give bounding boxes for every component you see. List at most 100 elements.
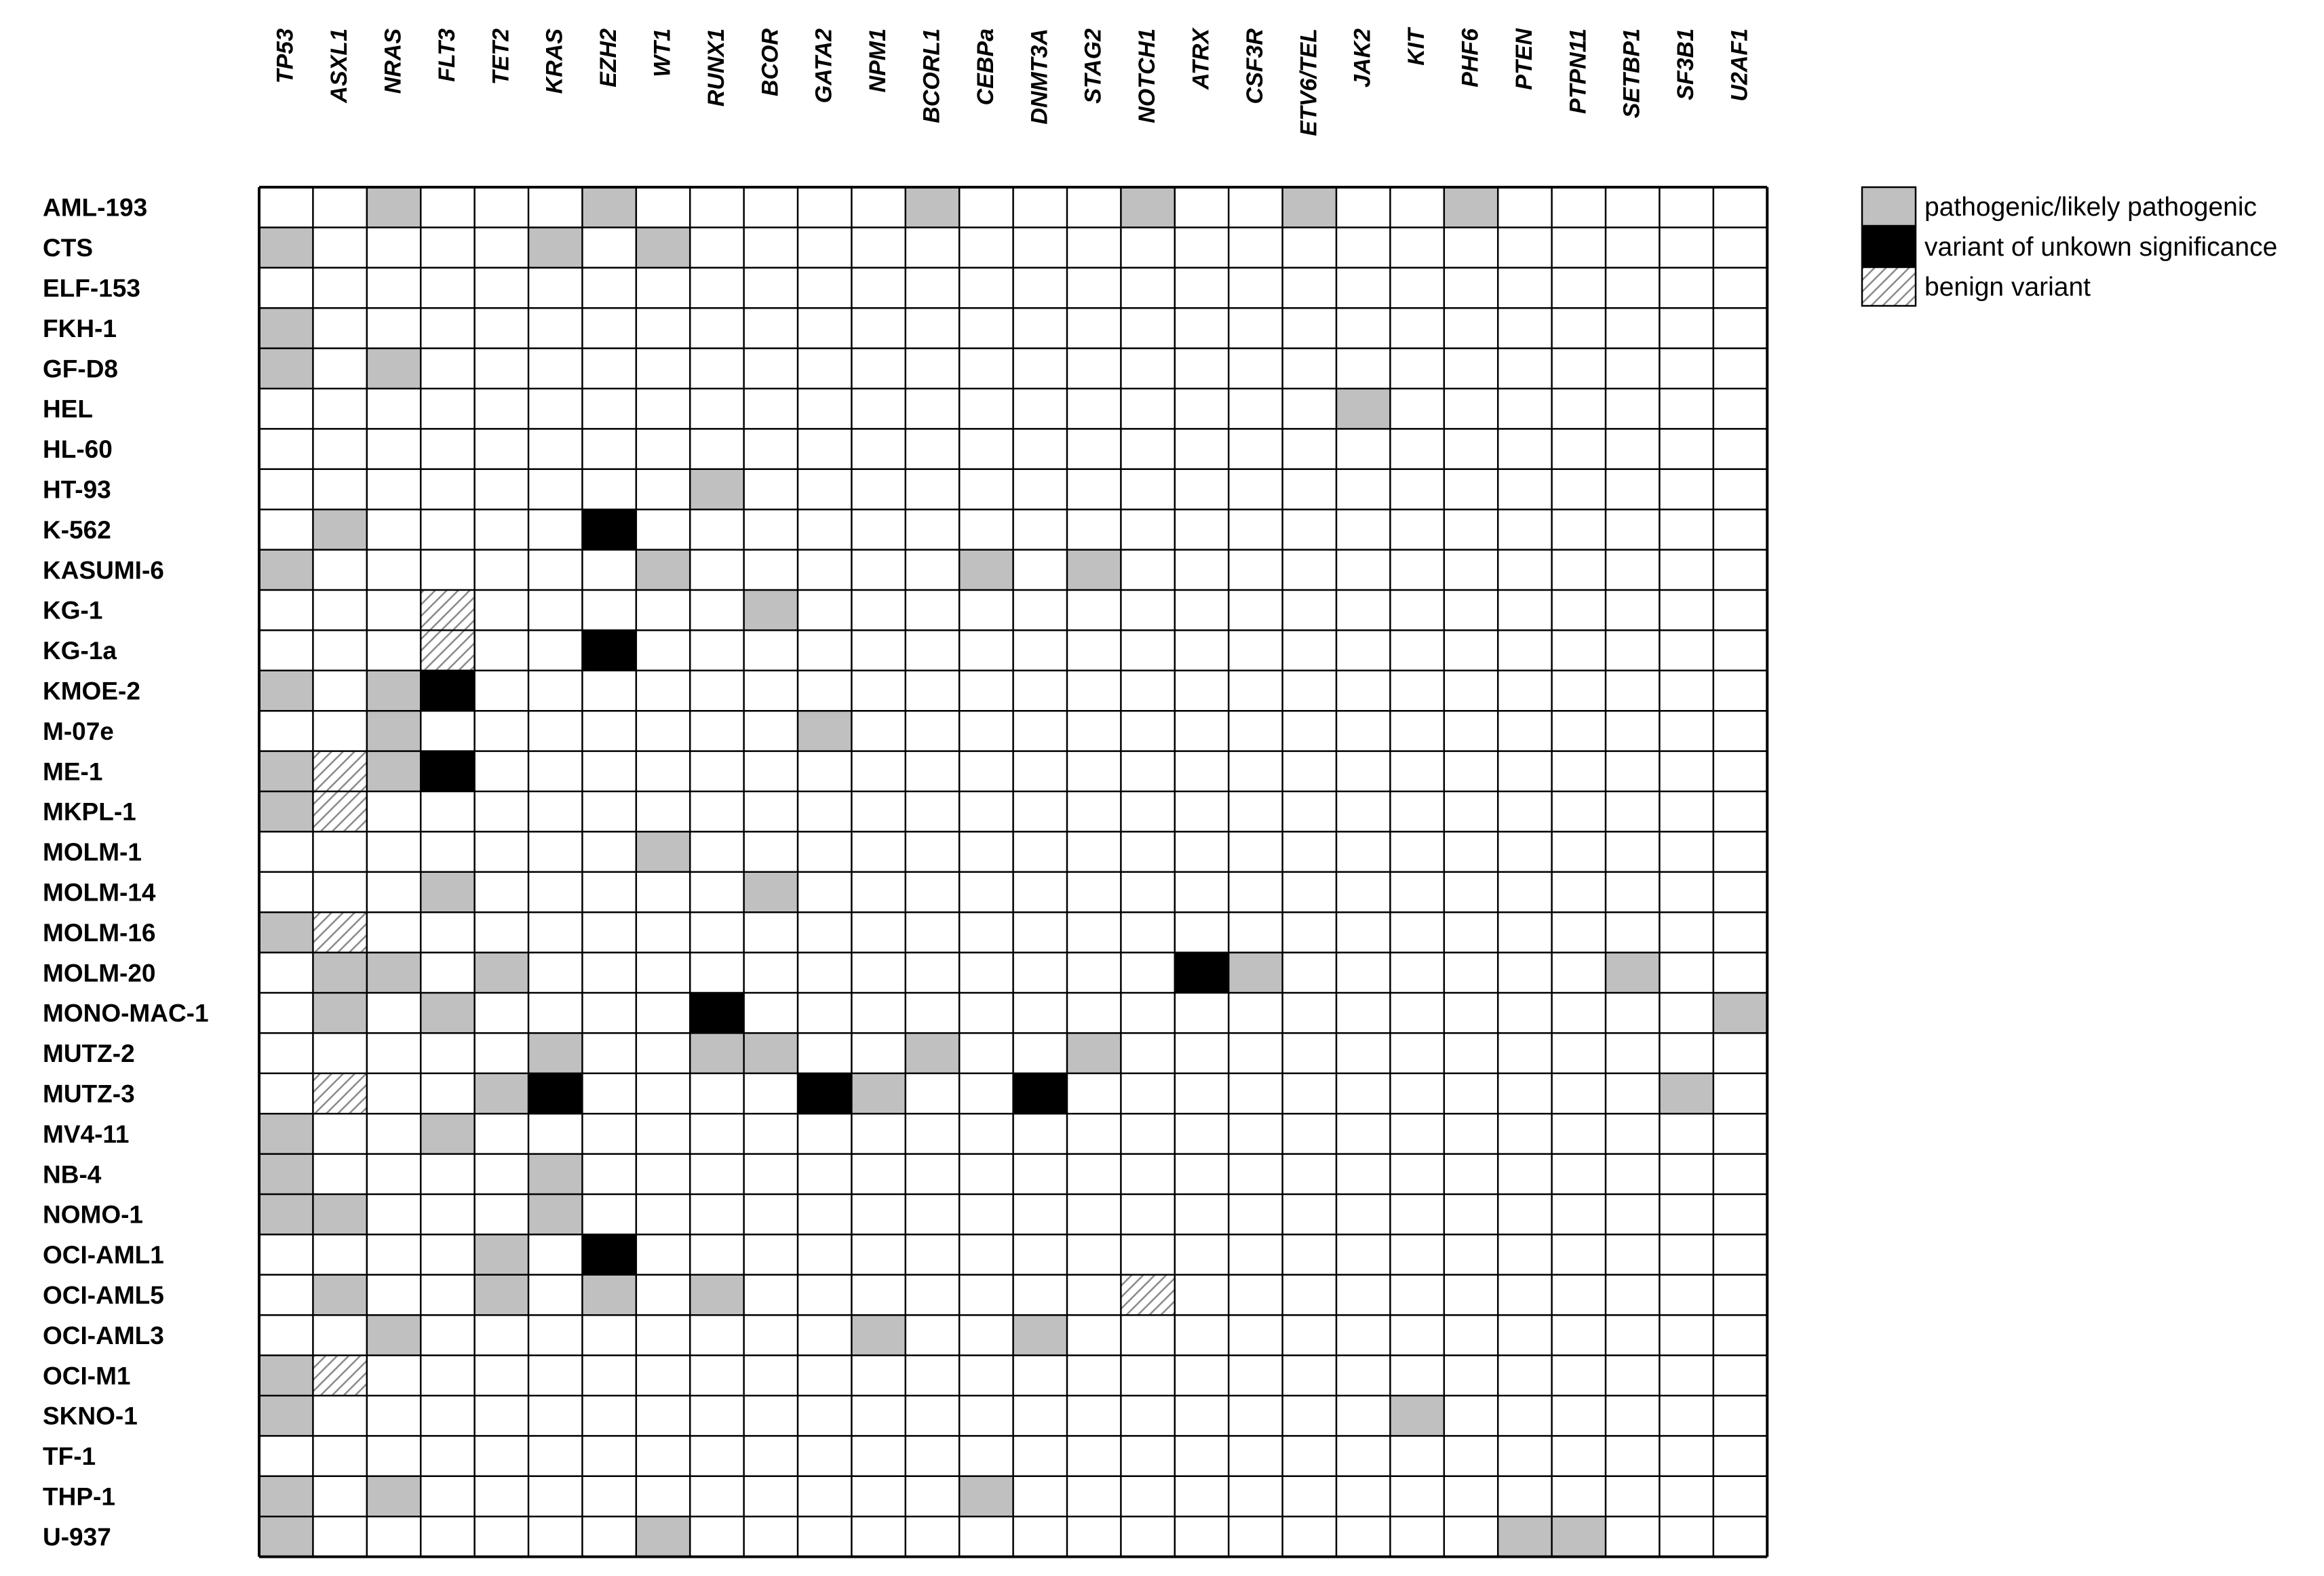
cell-line-label-oci-m1: OCI-M1 <box>43 1362 131 1390</box>
heatmap-grid <box>258 186 1769 1558</box>
cell-hel-jak2 <box>1336 389 1391 429</box>
cell-kasumi-6-stag2 <box>1067 549 1121 590</box>
gene-label-dnmt3a: DNMT3A <box>1026 28 1052 125</box>
gene-label-runx1: RUNX1 <box>703 28 729 106</box>
cell-line-label-tf-1: TF-1 <box>43 1442 96 1470</box>
cell-oci-aml5-runx1 <box>690 1274 744 1316</box>
cell-cts-tp53 <box>259 227 313 268</box>
cell-mutz-3-npm1 <box>851 1073 906 1114</box>
cell-k-562-asxl1 <box>313 509 367 550</box>
gene-label-nras: NRAS <box>381 28 406 94</box>
cell-molm-14-flt3 <box>421 871 475 913</box>
cell-mkpl-1-tp53 <box>259 791 313 832</box>
cell-skno-1-tp53 <box>259 1396 313 1436</box>
cell-kasumi-6-wt1 <box>636 549 691 590</box>
cell-aml-193-phf6 <box>1444 187 1498 228</box>
cell-line-label-molm-1: MOLM-1 <box>43 838 142 866</box>
cell-line-label-molm-20: MOLM-20 <box>43 959 156 987</box>
cell-thp-1-nras <box>366 1476 421 1517</box>
gene-label-tet2: TET2 <box>488 28 514 85</box>
cell-line-label-mutz-2: MUTZ-2 <box>43 1040 135 1067</box>
gene-label-bcorl1: BCORL1 <box>919 28 945 123</box>
gene-label-pten: PTEN <box>1511 28 1537 90</box>
gene-label-asxl1: ASXL1 <box>326 28 352 104</box>
gene-label-phf6: PHF6 <box>1458 28 1484 87</box>
gene-label-notch1: NOTCH1 <box>1134 28 1160 123</box>
cell-nomo-1-tp53 <box>259 1194 313 1235</box>
cell-nomo-1-kras <box>528 1194 583 1235</box>
gene-label-npm1: NPM1 <box>865 28 891 92</box>
cell-line-label-kasumi-6: KASUMI-6 <box>43 556 164 584</box>
cell-mutz-3-kras <box>528 1073 583 1114</box>
gene-label-atrx: ATRX <box>1188 27 1214 90</box>
cell-line-label-molm-14: MOLM-14 <box>43 879 156 907</box>
gene-label-etv6-tel: ETV6/TEL <box>1296 28 1321 136</box>
cell-cts-wt1 <box>636 227 691 268</box>
gene-label-ptpn11: PTPN11 <box>1565 28 1591 114</box>
cell-mutz-2-stag2 <box>1067 1033 1121 1073</box>
cell-k-562-ezh2 <box>582 509 636 550</box>
cell-line-label-me-1: ME-1 <box>43 757 102 785</box>
legend-label-pathogenic-likely-pathogenic: pathogenic/likely pathogenic <box>1924 193 2257 222</box>
chart-legend: pathogenic/likely pathogenic variant of u… <box>1861 186 2277 307</box>
cell-kasumi-6-tp53 <box>259 549 313 590</box>
cell-kg-1-flt3 <box>421 590 475 631</box>
gene-column-labels: TP53 ASXL1 NRAS FLT3 TET2 KRAS EZH2 WT1 RUNX1 BCO… <box>273 26 1753 136</box>
cell-kmoe-2-tp53 <box>259 670 313 711</box>
cell-mutz-2-bcor <box>743 1033 798 1073</box>
gene-label-wt1: WT1 <box>650 28 676 77</box>
cell-aml-193-ezh2 <box>582 187 636 228</box>
cell-mv4-11-flt3 <box>421 1114 475 1154</box>
cell-me-1-nras <box>366 751 421 791</box>
cell-oci-aml3-nras <box>366 1315 421 1356</box>
cell-mono-mac-1-u2af1 <box>1713 993 1768 1033</box>
cell-mono-mac-1-flt3 <box>421 993 475 1033</box>
cell-line-row-labels: AML-193 CTS ELF-153 FKH-1 GF-D8 HEL HL-60 HT-93… <box>43 194 209 1551</box>
cell-mutz-3-sf3b1 <box>1659 1073 1713 1114</box>
cell-line-label-mv4-11: MV4-11 <box>43 1120 130 1148</box>
cell-line-label-kg-1a: KG-1a <box>43 637 117 665</box>
cell-kmoe-2-flt3 <box>421 670 475 711</box>
cell-line-label-thp-1: THP-1 <box>43 1483 115 1511</box>
cell-thp-1-cebpa <box>959 1476 1013 1517</box>
cell-oci-aml5-notch1 <box>1121 1274 1175 1316</box>
gene-label-jak2: JAK2 <box>1350 28 1376 87</box>
cell-kg-1a-ezh2 <box>582 630 636 671</box>
cell-nb-4-tp53 <box>259 1154 313 1194</box>
cell-me-1-flt3 <box>421 751 475 791</box>
cell-ht-93-runx1 <box>690 469 744 510</box>
cell-oci-aml1-tet2 <box>474 1234 528 1275</box>
legend-swatch-variant-of-unkown-significance <box>1861 226 1917 267</box>
gene-label-csf3r: CSF3R <box>1242 28 1268 104</box>
gene-label-tp53: TP53 <box>273 28 298 83</box>
cell-kg-1a-flt3 <box>421 630 475 671</box>
gene-label-setbp1: SETBP1 <box>1619 28 1645 118</box>
cell-line-label-aml-193: AML-193 <box>43 194 147 222</box>
cell-line-label-kmoe-2: KMOE-2 <box>43 677 140 705</box>
cell-oci-m1-tp53 <box>259 1355 313 1396</box>
cell-kasumi-6-cebpa <box>959 549 1013 590</box>
cell-molm-14-bcor <box>743 871 798 913</box>
cell-mutz-2-kras <box>528 1033 583 1073</box>
cell-line-label-ht-93: HT-93 <box>43 476 111 504</box>
cell-me-1-asxl1 <box>313 751 367 791</box>
cell-cts-kras <box>528 227 583 268</box>
cell-skno-1-kit <box>1390 1396 1444 1436</box>
gene-label-gata2: GATA2 <box>811 28 837 103</box>
cell-mono-mac-1-asxl1 <box>313 993 367 1033</box>
cell-line-label-mutz-3: MUTZ-3 <box>43 1080 135 1108</box>
gene-label-cebpa: CEBPa <box>973 28 999 105</box>
gene-label-bcor: BCOR <box>757 28 783 97</box>
cell-aml-193-nras <box>366 187 421 228</box>
cell-line-label-skno-1: SKNO-1 <box>43 1402 138 1430</box>
cell-line-label-gf-d8: GF-D8 <box>43 355 118 382</box>
cell-line-label-mono-mac-1: MONO-MAC-1 <box>43 1000 209 1027</box>
cell-molm-20-atrx <box>1174 952 1229 993</box>
cell-molm-16-asxl1 <box>313 912 367 953</box>
cell-line-label-mkpl-1: MKPL-1 <box>43 798 136 826</box>
cell-molm-20-csf3r <box>1228 952 1283 993</box>
cell-molm-20-nras <box>366 952 421 993</box>
legend-swatch-benign-variant <box>1861 266 1917 307</box>
cell-line-label-fkh-1: FKH-1 <box>43 315 117 342</box>
